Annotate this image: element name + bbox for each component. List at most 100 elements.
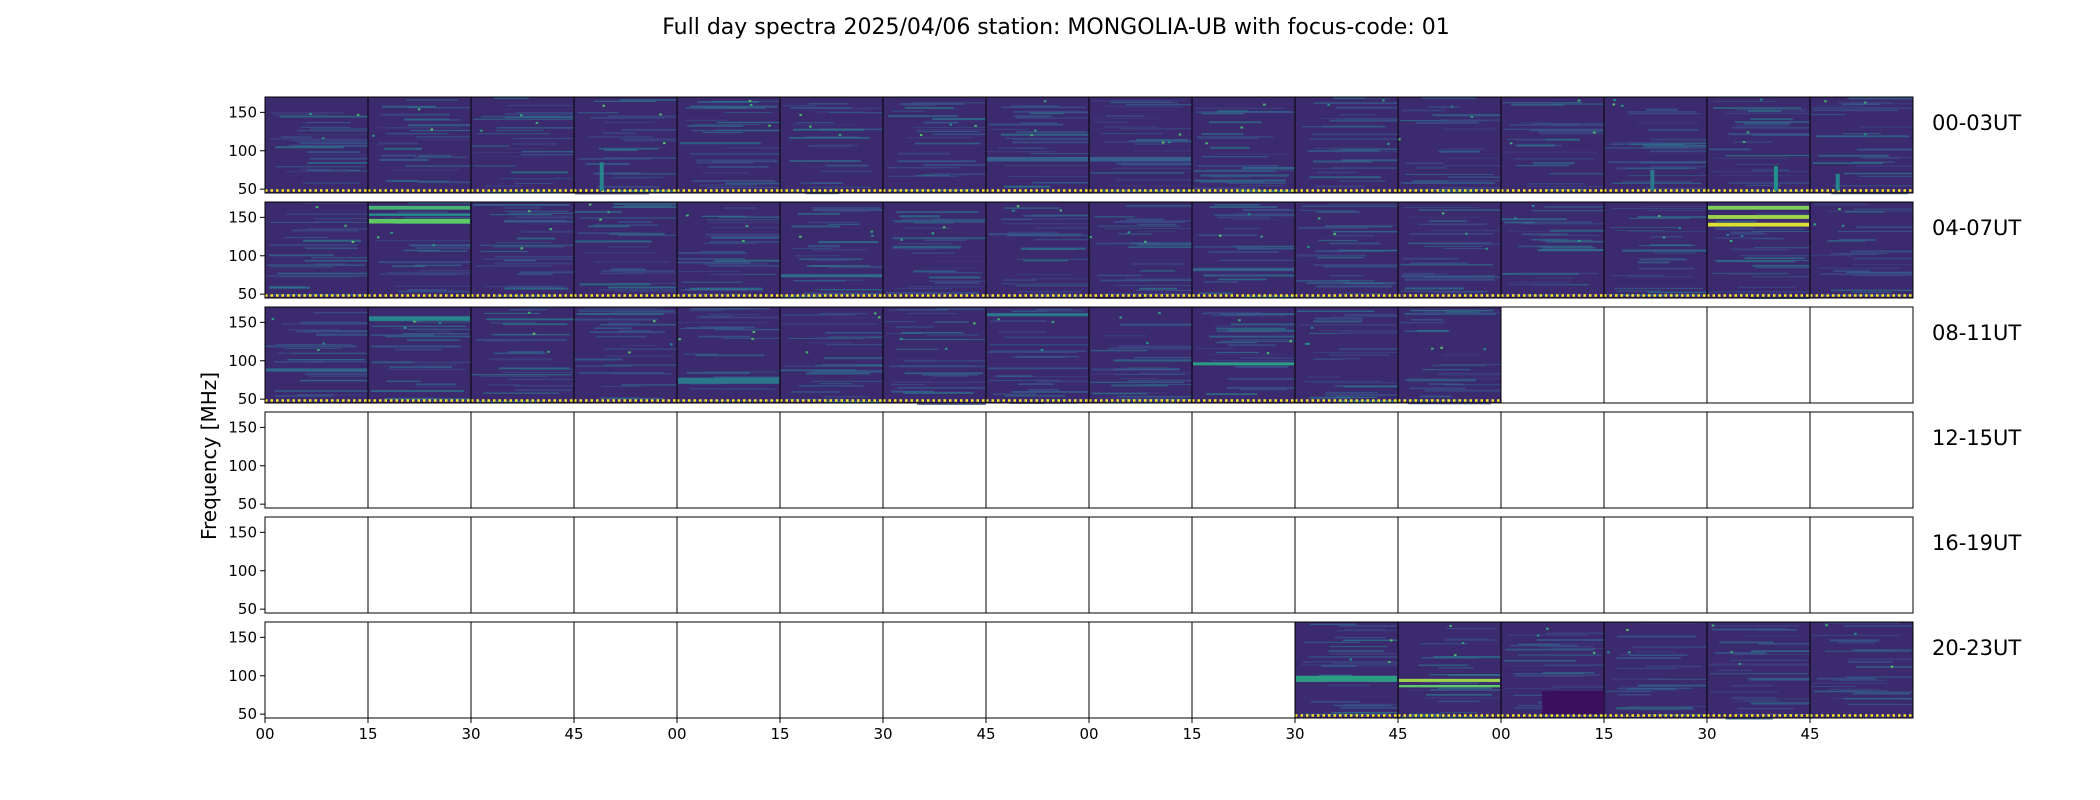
- noise-line: [690, 287, 763, 290]
- noise-line: [711, 161, 780, 163]
- spike-dot: [768, 124, 771, 127]
- noise-line: [817, 147, 849, 149]
- spike-dot: [1738, 662, 1741, 665]
- noise-line: [1716, 227, 1754, 229]
- noise-line: [1332, 167, 1398, 169]
- noise-line: [402, 333, 470, 335]
- noise-line: [1831, 192, 1909, 195]
- noise-line: [815, 259, 855, 262]
- noise-line: [889, 365, 986, 368]
- noise-line: [1341, 159, 1398, 162]
- noise-line: [1004, 336, 1089, 338]
- spike-dot: [742, 240, 745, 243]
- y-tick-label: 100: [228, 142, 257, 160]
- noise-line: [598, 289, 677, 291]
- noise-line: [1816, 677, 1877, 680]
- noise-line: [370, 390, 465, 392]
- noise-line: [1214, 325, 1295, 327]
- panel-frame: [1706, 516, 1811, 614]
- noise-line: [596, 335, 647, 338]
- spike-dot: [1034, 129, 1037, 132]
- spike-dot: [799, 235, 802, 238]
- noise-line: [897, 152, 951, 155]
- noise-line: [1551, 685, 1604, 688]
- noise-line: [1234, 213, 1295, 214]
- panel-frame: [367, 621, 472, 719]
- noise-line: [798, 258, 863, 260]
- spike-dot: [1577, 239, 1581, 242]
- panel-frame: [882, 621, 987, 719]
- noise-line: [695, 159, 778, 162]
- noise-line: [1315, 317, 1363, 320]
- noise-line: [379, 158, 429, 162]
- spike-dot: [315, 206, 319, 209]
- noise-line: [1813, 690, 1867, 693]
- noise-line: [1750, 702, 1810, 705]
- noise-line: [1534, 122, 1604, 125]
- noise-line: [589, 331, 665, 334]
- noise-line: [289, 144, 368, 147]
- spike-dot: [1838, 208, 1841, 211]
- noise-line: [1611, 678, 1670, 680]
- noise-line: [1012, 233, 1067, 235]
- noise-line: [1108, 347, 1192, 350]
- noise-line: [813, 207, 881, 209]
- panel-background: [1810, 97, 1913, 193]
- panel-frame: [882, 411, 987, 509]
- noise-line: [692, 124, 760, 126]
- spike-dot: [1119, 316, 1122, 319]
- y-tick-label: 50: [238, 285, 257, 303]
- noise-line: [1017, 291, 1081, 293]
- noise-line: [679, 142, 761, 145]
- noise-line: [824, 357, 883, 360]
- noise-line: [1415, 121, 1479, 124]
- noise-line: [992, 393, 1036, 396]
- noise-line: [503, 259, 536, 262]
- noise-line: [316, 394, 368, 396]
- noise-line: [1128, 140, 1192, 143]
- noise-line: [1442, 354, 1483, 356]
- empty-panel: [676, 621, 781, 719]
- noise-line: [1131, 128, 1175, 130]
- noise-line: [1330, 275, 1365, 277]
- noise-line: [1308, 332, 1349, 334]
- noise-line: [1725, 154, 1810, 157]
- noise-line: [1021, 247, 1086, 250]
- noise-line: [1443, 128, 1497, 130]
- noise-line: [270, 266, 333, 268]
- spike-dot: [1307, 245, 1310, 248]
- empty-panel: [1294, 516, 1399, 614]
- noise-line: [1611, 182, 1702, 184]
- spike-dot: [1824, 100, 1827, 103]
- noise-line: [1445, 627, 1497, 629]
- noise-line: [1744, 257, 1805, 260]
- noise-line: [1227, 182, 1286, 184]
- noise-line: [699, 184, 757, 186]
- spike-dot: [838, 133, 842, 136]
- panel-frame: [985, 621, 1090, 719]
- noise-line: [1194, 179, 1286, 182]
- noise-line: [1121, 163, 1192, 166]
- spike-dot: [1089, 236, 1093, 239]
- noise-line: [610, 268, 646, 271]
- noise-line: [1615, 230, 1664, 231]
- noise-line: [306, 227, 368, 230]
- noise-line: [1546, 632, 1604, 635]
- spectrum-panel: [1294, 96, 1399, 194]
- panel-background: [1089, 97, 1192, 193]
- empty-panel: [1706, 306, 1811, 404]
- noise-line: [1510, 644, 1578, 647]
- noise-line: [1000, 106, 1086, 109]
- noise-line: [1007, 231, 1058, 234]
- noise-line: [1030, 153, 1089, 155]
- noise-line: [1830, 253, 1879, 256]
- noise-line: [811, 249, 867, 251]
- noise-line: [1004, 395, 1066, 397]
- noise-line: [1338, 348, 1398, 350]
- noise-line: [1755, 213, 1810, 216]
- noise-line: [1830, 639, 1880, 642]
- empty-panel: [1706, 516, 1811, 614]
- noise-line: [1713, 100, 1776, 102]
- noise-line: [1409, 233, 1494, 235]
- spike-dot: [1333, 232, 1336, 235]
